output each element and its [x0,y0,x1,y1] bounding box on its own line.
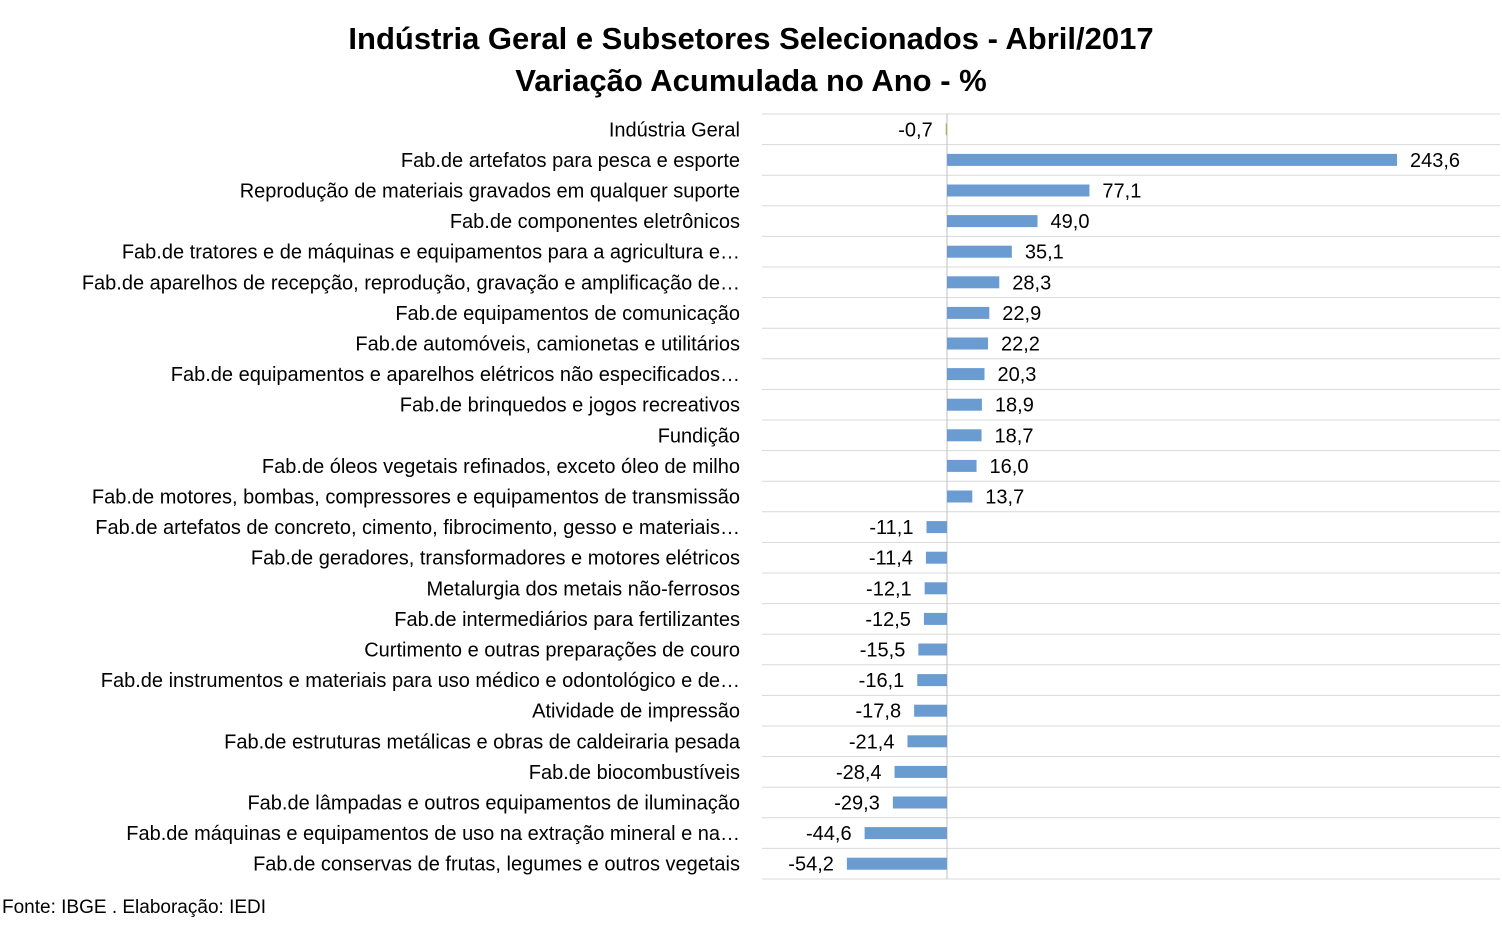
bar [917,674,947,687]
category-label: Indústria Geral [609,119,740,141]
chart-title: Indústria Geral e Subsetores Selecionado… [348,21,1154,56]
data-label: 22,9 [1002,303,1041,325]
bar [947,398,982,411]
category-label: Fab.de geradores, transformadores e moto… [251,548,740,570]
data-label: -15,5 [860,640,906,662]
data-label: -29,3 [834,793,880,815]
bar [918,643,947,656]
category-label: Fab.de artefatos para pesca e esporte [401,150,740,172]
data-label: 28,3 [1012,272,1051,294]
data-label: 18,9 [995,395,1034,417]
category-label: Fab.de máquinas e equipamentos de uso na… [126,823,740,845]
category-label: Fab.de intermediários para fertilizantes [394,609,740,631]
data-label: -16,1 [859,670,905,692]
data-label: 22,2 [1001,334,1040,356]
source-note: Fonte: IBGE . Elaboração: IEDI [2,897,267,918]
bar [894,765,947,778]
bar [892,796,947,809]
bar [947,490,973,503]
category-label: Fab.de equipamentos de comunicação [395,303,740,325]
category-label: Fab.de motores, bombas, compressores e e… [92,487,740,509]
data-label: -11,4 [869,548,913,570]
data-label: 13,7 [985,487,1024,509]
category-label: Fab.de brinquedos e jogos recreativos [400,395,740,417]
bar [947,245,1012,258]
bar [945,123,947,136]
category-label: Fundição [658,425,740,447]
category-label: Fab.de instrumentos e materiais para uso… [101,670,740,692]
data-label: -21,4 [849,731,895,753]
category-label: Fab.de componentes eletrônicos [450,211,740,233]
category-label: Fab.de óleos vegetais refinados, exceto … [262,456,740,478]
data-label: -0,7 [898,119,932,141]
grid-lines [762,113,1500,880]
data-label: 20,3 [998,364,1037,386]
data-label: 35,1 [1025,242,1064,264]
bar [914,704,947,717]
data-label: -11,1 [869,517,913,539]
bar [923,612,947,625]
data-label: 18,7 [995,425,1034,447]
bar [947,459,977,472]
data-label: 243,6 [1410,150,1460,172]
category-label: Metalurgia dos metais não-ferrosos [427,578,740,600]
category-label: Fab.de conservas de frutas, legumes e ou… [253,854,740,876]
bar [947,337,989,350]
category-label: Fab.de automóveis, camionetas e utilitár… [355,334,740,356]
bar [924,582,947,595]
data-label: 49,0 [1051,211,1090,233]
data-label: -17,8 [856,701,902,723]
category-label: Fab.de lâmpadas e outros equipamentos de… [247,793,740,815]
bar [846,857,947,870]
category-label: Fab.de equipamentos e aparelhos elétrico… [171,364,740,386]
data-label: 16,0 [990,456,1029,478]
category-label: Fab.de aparelhos de recepção, reprodução… [82,272,740,294]
bar [947,184,1090,197]
bar [925,551,947,564]
data-label: -12,1 [866,578,912,600]
data-label: -28,4 [836,762,882,784]
bar [926,521,947,534]
category-label: Fab.de biocombustíveis [529,762,740,784]
category-label: Fab.de artefatos de concreto, cimento, f… [95,517,740,539]
category-label: Atividade de impressão [532,701,740,723]
data-label: 77,1 [1102,181,1141,203]
bar [947,368,985,381]
bar [907,735,947,748]
bar [947,153,1397,166]
bar [947,276,1000,289]
bar [947,429,982,442]
category-label: Fab.de tratores e de máquinas e equipame… [122,242,740,264]
category-label: Reprodução de materiais gravados em qual… [240,181,740,203]
data-label: -54,2 [788,854,834,876]
bar [947,306,990,319]
chart-title-block: Indústria Geral e Subsetores Selecionado… [0,18,1502,102]
chart-subtitle: Variação Acumulada no Ano - % [515,63,987,98]
bar [947,215,1038,228]
bar [864,827,947,840]
data-label: -12,5 [865,609,911,631]
data-label: -44,6 [806,823,852,845]
category-label: Curtimento e outras preparações de couro [364,640,740,662]
category-label: Fab.de estruturas metálicas e obras de c… [224,731,741,753]
